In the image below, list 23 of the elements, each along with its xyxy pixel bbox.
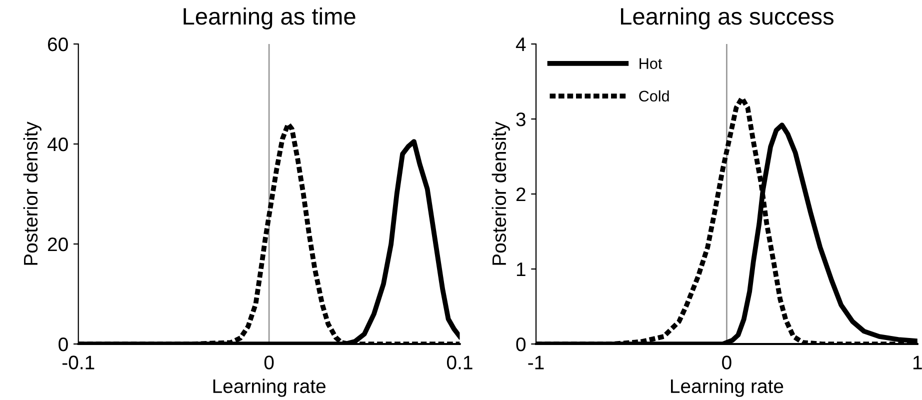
legend-label: Hot — [640, 58, 662, 69]
x-axis-title: Learning rate — [671, 378, 784, 397]
y-tick-label: 0 — [516, 337, 526, 352]
y-axis-title: Posterior density — [492, 122, 510, 265]
x-tick-label: 1 — [913, 356, 922, 370]
y-tick-label: 20 — [48, 237, 68, 252]
x-tick-label: -0.1 — [62, 356, 94, 370]
x-tick-label: 0 — [722, 356, 732, 370]
y-tick-label: 1 — [516, 262, 526, 276]
y-tick-label: 2 — [516, 187, 526, 202]
x-tick-label: 0 — [264, 356, 274, 370]
y-tick-label: 3 — [516, 112, 526, 126]
x-tick-label: -1 — [528, 356, 544, 370]
chart-title: Learning as time — [184, 7, 356, 30]
legend-label: Cold — [639, 90, 669, 102]
y-axis-title: Posterior density — [23, 122, 42, 265]
x-axis-title: Learning rate — [213, 378, 326, 397]
y-tick-label: 60 — [48, 37, 68, 52]
x-tick-label: 0.1 — [446, 356, 472, 370]
y-tick-label: 40 — [47, 137, 68, 152]
y-tick-label: 0 — [58, 337, 68, 352]
chart-title: Learning as success — [621, 7, 834, 30]
y-tick-label: 4 — [516, 38, 526, 52]
